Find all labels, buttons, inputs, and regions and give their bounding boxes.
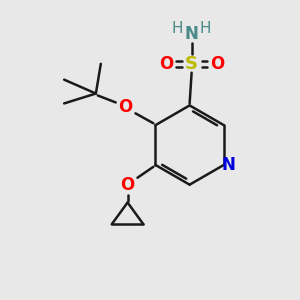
Text: N: N [222,156,236,174]
Text: O: O [118,98,133,116]
Text: S: S [185,55,198,73]
Text: O: O [120,176,135,194]
Text: N: N [185,25,199,43]
Text: H: H [172,21,184,36]
Text: O: O [210,55,224,73]
Text: O: O [159,55,173,73]
Text: H: H [200,21,211,36]
